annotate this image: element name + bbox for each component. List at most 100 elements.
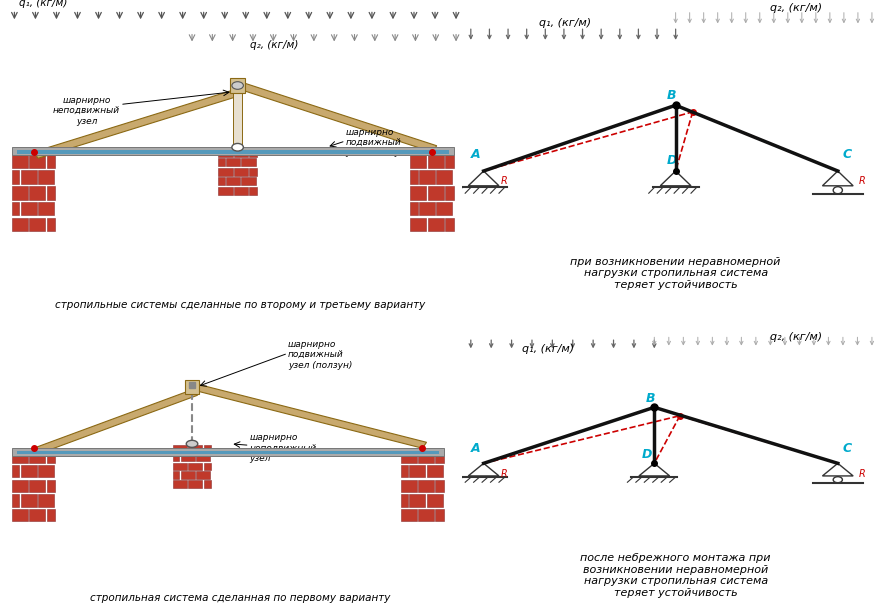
Bar (445, 154, 453, 168)
Bar (436, 202, 453, 216)
Bar (419, 202, 435, 216)
Bar (46, 509, 55, 521)
Bar (427, 465, 443, 477)
Circle shape (833, 477, 843, 483)
Bar (46, 186, 55, 200)
Bar (234, 149, 248, 157)
Bar (418, 509, 434, 521)
Bar (172, 445, 187, 452)
Bar (445, 186, 453, 200)
Text: после небрежного монтажа при
возникновении неравномерной
нагрузки стропильная си: после небрежного монтажа при возникновен… (581, 553, 771, 598)
Bar (172, 454, 180, 462)
Bar (436, 171, 453, 184)
Text: шарнирно
подвижный
узел (ползун): шарнирно подвижный узел (ползун) (346, 128, 410, 157)
Bar (20, 465, 36, 477)
Bar (234, 167, 248, 176)
Bar (188, 445, 203, 452)
Bar (38, 202, 54, 216)
Bar (12, 451, 28, 463)
Text: C: C (842, 442, 851, 455)
Text: B: B (667, 89, 677, 102)
Text: стропильные системы сделанные по второму и третьему варианту: стропильные системы сделанные по второму… (55, 300, 425, 311)
Text: шарнирно
подвижный
узел (ползун): шарнирно подвижный узел (ползун) (288, 340, 352, 370)
Polygon shape (661, 171, 691, 186)
Bar (436, 509, 444, 521)
Bar (46, 218, 55, 231)
Bar (172, 463, 187, 470)
Bar (401, 480, 417, 492)
Bar (188, 463, 203, 470)
Bar (172, 471, 180, 479)
Bar (226, 158, 240, 166)
Bar (401, 495, 408, 507)
Bar (428, 154, 444, 168)
Text: R: R (501, 176, 508, 186)
Text: стропильная система сделанная по первому варианту: стропильная система сделанная по первому… (90, 593, 390, 603)
Bar (230, 77, 244, 93)
Bar (249, 167, 257, 176)
Bar (29, 218, 45, 231)
Bar (12, 154, 28, 168)
Bar (410, 465, 426, 477)
Bar (242, 158, 256, 166)
Text: q₁, (кг/м): q₁, (кг/м) (20, 0, 68, 8)
Bar (12, 465, 20, 477)
Polygon shape (34, 89, 242, 158)
Bar (17, 451, 439, 454)
Bar (46, 451, 55, 463)
Bar (12, 480, 28, 492)
Bar (46, 480, 55, 492)
Polygon shape (822, 463, 853, 476)
Bar (12, 448, 444, 456)
Bar (411, 186, 427, 200)
Bar (445, 218, 453, 231)
Bar (249, 187, 257, 195)
Bar (219, 187, 233, 195)
Bar (219, 167, 233, 176)
Polygon shape (34, 390, 197, 454)
Bar (226, 177, 240, 185)
Bar (180, 454, 195, 462)
Bar (12, 509, 28, 521)
Bar (12, 147, 453, 155)
Bar (233, 92, 242, 147)
Bar (411, 171, 418, 184)
Bar (411, 154, 427, 168)
Polygon shape (192, 384, 427, 448)
Bar (188, 481, 203, 488)
Bar (428, 186, 444, 200)
Text: q₂, (кг/м): q₂, (кг/м) (770, 332, 821, 342)
Bar (249, 149, 257, 157)
Circle shape (187, 440, 197, 448)
Bar (401, 509, 417, 521)
Bar (180, 471, 195, 479)
Text: A: A (471, 148, 480, 161)
Bar (46, 154, 55, 168)
Bar (20, 202, 36, 216)
Bar (12, 186, 28, 200)
Bar (196, 471, 210, 479)
Bar (204, 463, 212, 470)
Bar (436, 480, 444, 492)
Polygon shape (822, 171, 853, 186)
Bar (12, 171, 20, 184)
Circle shape (833, 187, 843, 194)
Bar (419, 171, 435, 184)
Bar (204, 445, 212, 452)
Polygon shape (469, 463, 499, 476)
Bar (234, 187, 248, 195)
Bar (427, 495, 443, 507)
Bar (411, 218, 427, 231)
Polygon shape (237, 82, 436, 152)
Bar (38, 495, 54, 507)
Text: R: R (501, 470, 508, 479)
Bar (12, 218, 28, 231)
Bar (17, 150, 449, 153)
Text: q₁, (кг/м): q₁, (кг/м) (539, 18, 591, 28)
Bar (20, 495, 36, 507)
Text: шарнирно
неподвижный
узел: шарнирно неподвижный узел (52, 96, 120, 125)
Polygon shape (469, 171, 499, 186)
Polygon shape (639, 463, 669, 476)
Bar (436, 451, 444, 463)
Bar (172, 481, 187, 488)
